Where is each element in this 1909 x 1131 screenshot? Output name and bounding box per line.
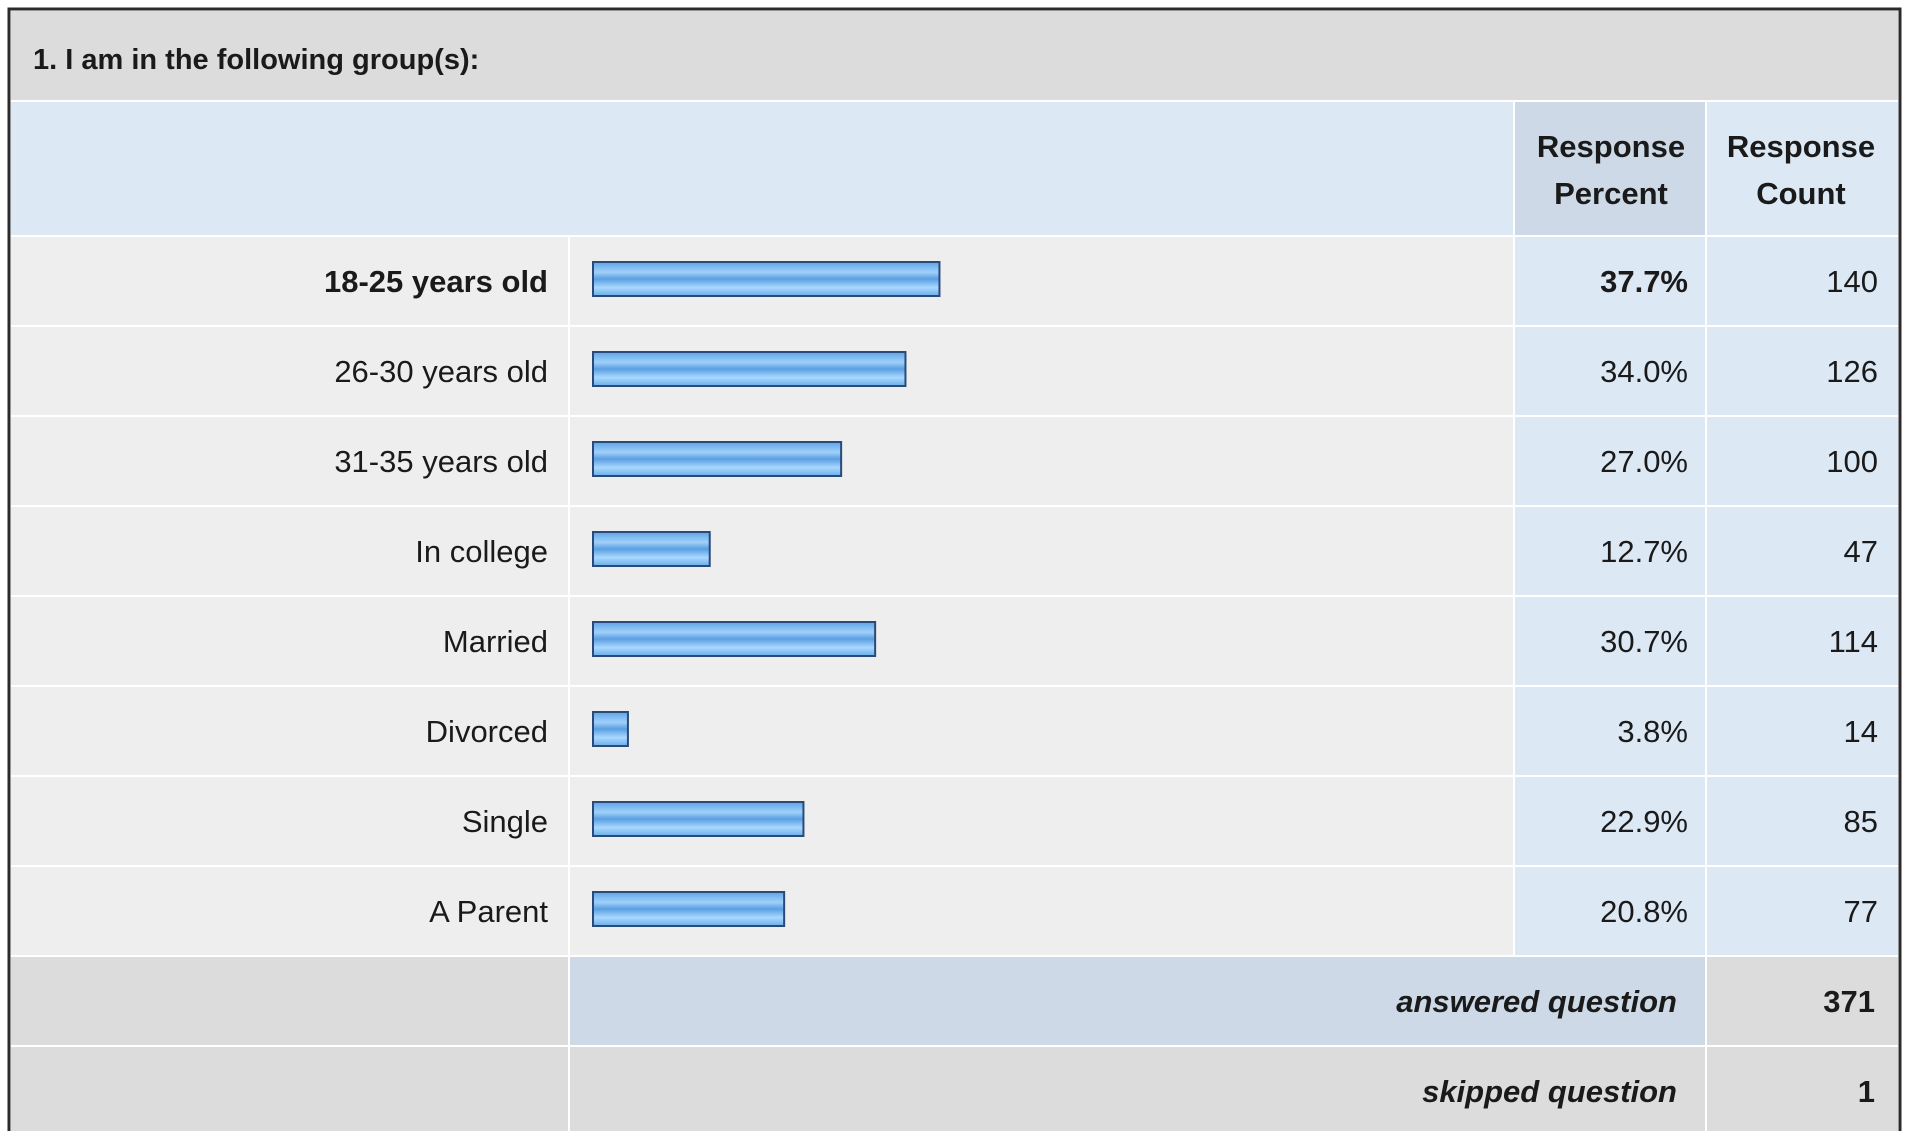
header-percent-line1: Response: [1537, 129, 1685, 164]
bar: [592, 891, 786, 927]
bar: [592, 261, 941, 297]
answered-question-label: answered question: [1396, 984, 1677, 1019]
header-count-line2: Count: [1756, 176, 1846, 211]
table-row: Married 30.7% 114: [443, 621, 1878, 659]
response-count: 126: [1826, 354, 1878, 389]
header-count-cell: [1706, 101, 1898, 236]
skipped-question-value: 1: [1858, 1074, 1875, 1109]
response-count: 77: [1844, 894, 1878, 929]
response-count: 114: [1829, 624, 1878, 659]
category-label: 26-30 years old: [334, 354, 548, 389]
table-row: 31-35 years old 27.0% 100: [334, 441, 1878, 479]
question-title: 1. I am in the following group(s):: [33, 44, 479, 76]
bar: [592, 531, 711, 567]
answered-question-value: 371: [1823, 984, 1875, 1019]
table-row: 26-30 years old 34.0% 126: [334, 351, 1878, 389]
table-row: Single 22.9% 85: [462, 801, 1878, 839]
title-band: [11, 11, 1898, 101]
response-percent: 12.7%: [1600, 534, 1688, 569]
response-count: 140: [1826, 264, 1878, 299]
skipped-question-label: skipped question: [1422, 1074, 1677, 1109]
category-label: A Parent: [429, 894, 548, 929]
category-label: Divorced: [426, 714, 548, 749]
response-percent: 3.8%: [1617, 714, 1688, 749]
response-percent: 22.9%: [1600, 804, 1688, 839]
table-row: In college 12.7% 47: [415, 531, 1878, 569]
response-count: 47: [1844, 534, 1878, 569]
category-label: In college: [415, 534, 548, 569]
header-percent-cell: [1514, 101, 1706, 236]
response-count: 85: [1844, 804, 1878, 839]
bar: [592, 351, 907, 387]
category-label: Single: [462, 804, 548, 839]
answer-rows: 18-25 years old 37.7% 140 26-30 years old 34…: [324, 261, 1878, 929]
category-label: 18-25 years old: [324, 264, 548, 299]
answered-label-cell: [569, 956, 1706, 1046]
response-count: 100: [1826, 444, 1878, 479]
bar: [592, 711, 629, 747]
table-row: A Parent 20.8% 77: [429, 891, 1878, 929]
bar: [592, 621, 877, 657]
category-label: 31-35 years old: [334, 444, 548, 479]
response-count: 14: [1844, 714, 1878, 749]
response-percent: 34.0%: [1600, 354, 1688, 389]
category-label: Married: [443, 624, 548, 659]
response-percent: 27.0%: [1600, 444, 1688, 479]
bar: [592, 441, 843, 477]
response-percent: 37.7%: [1600, 264, 1688, 299]
table-row: 18-25 years old 37.7% 140: [324, 261, 1878, 299]
header-percent-line2: Percent: [1554, 176, 1668, 211]
bar: [592, 801, 805, 837]
response-percent: 20.8%: [1600, 894, 1688, 929]
table-row: Divorced 3.8% 14: [426, 711, 1878, 749]
response-percent: 30.7%: [1600, 624, 1688, 659]
header-count-line1: Response: [1727, 129, 1875, 164]
